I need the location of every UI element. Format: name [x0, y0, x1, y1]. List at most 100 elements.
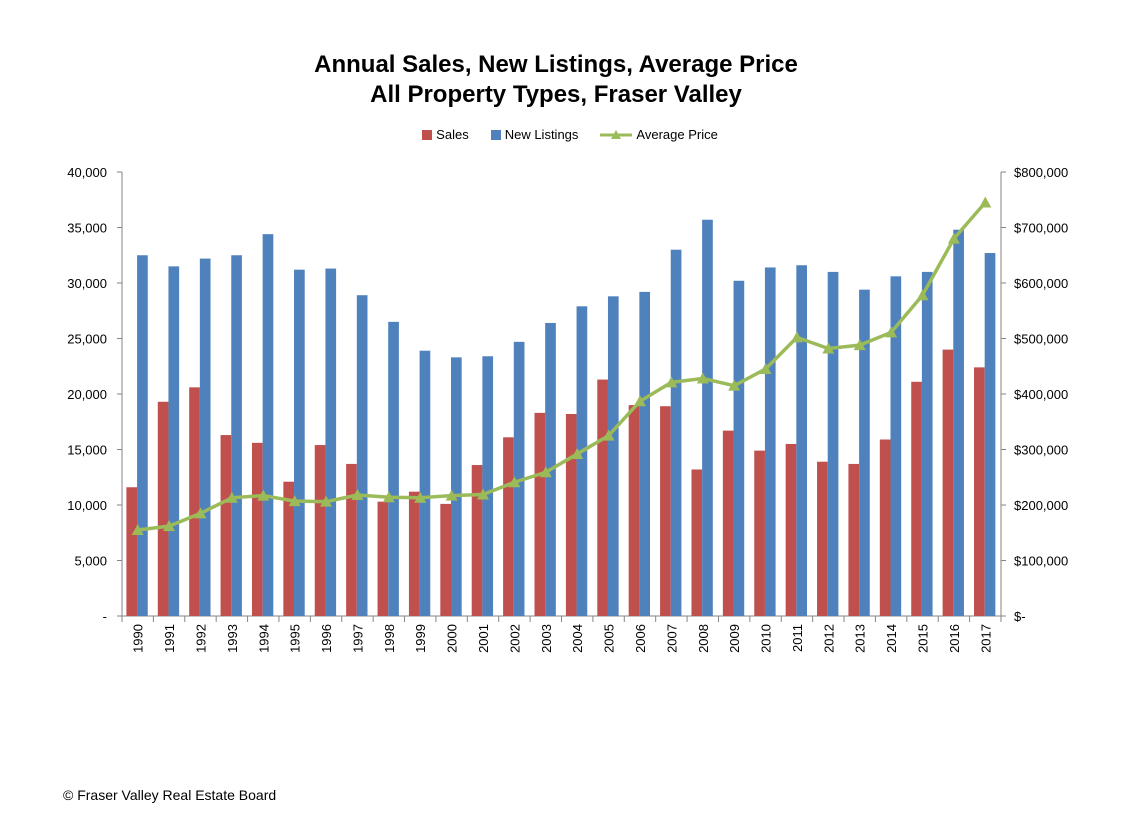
x-axis-tick-label: 2012	[821, 624, 836, 653]
average-price-point	[759, 363, 772, 375]
x-axis-tick-label: 2017	[978, 624, 993, 653]
legend-swatch-new-listings	[490, 129, 501, 140]
sales-bar	[534, 412, 546, 616]
left-axis-tick-label: 30,000	[67, 276, 107, 291]
sales-bar	[754, 450, 765, 616]
sales-bar	[220, 435, 232, 616]
x-axis-tick-label: 1994	[256, 624, 271, 653]
new-listings-bar	[607, 296, 619, 616]
new-listings-bar	[733, 280, 745, 616]
average-price-point	[225, 491, 238, 503]
average-price-point	[477, 488, 490, 500]
average-price-point	[665, 376, 678, 388]
sales-bar	[126, 487, 138, 616]
average-price-point	[414, 491, 427, 503]
x-axis-tick-label: 2002	[507, 624, 522, 653]
legend-swatch-average-price	[600, 129, 633, 139]
chart-title-block: Annual Sales, New Listings, Average Pric…	[0, 50, 1112, 110]
new-listings-bar	[294, 269, 305, 616]
chart-axes	[117, 171, 1006, 622]
left-axis-tick-label: 20,000	[67, 387, 107, 402]
new-listings-bar	[984, 253, 996, 616]
footer-copyright: © Fraser Valley Real Estate Board	[63, 787, 277, 803]
x-axis-tick-label: 2003	[539, 624, 554, 653]
x-axis-tick-label: 1990	[131, 624, 146, 653]
sales-bar	[942, 349, 954, 616]
average-price-point	[853, 339, 866, 351]
average-price-point	[445, 489, 458, 501]
average-price-point	[822, 342, 835, 354]
x-axis-tick-label: 1996	[319, 624, 334, 653]
legend-item-average-price: Average Price	[600, 127, 718, 142]
new-listings-bar	[576, 306, 588, 616]
legend-item-sales: Sales	[422, 127, 469, 142]
new-listings-bar	[231, 255, 242, 616]
average-price-point	[790, 331, 803, 343]
right-axis-tick-label: $500,000	[1014, 332, 1068, 347]
average-price-point	[382, 491, 395, 503]
legend-label-new-listings: New Listings	[504, 127, 579, 142]
chart-legend: Sales New Listings Average Price	[0, 127, 1140, 142]
average-price-point	[351, 489, 364, 501]
x-axis-tick-label: 1999	[413, 624, 428, 653]
average-price-point	[696, 372, 709, 384]
new-listings-bar	[482, 356, 494, 616]
sales-bar	[346, 463, 357, 616]
new-listings-bar	[859, 289, 870, 616]
x-axis-tick-label: 2008	[696, 624, 711, 653]
new-listings-bar	[670, 249, 682, 616]
legend-item-new-listings: New Listings	[490, 127, 579, 142]
sales-bar	[597, 379, 608, 616]
sales-bar	[628, 405, 640, 616]
new-listings-bar	[137, 255, 148, 616]
new-listings-bar	[168, 266, 180, 616]
x-axis-tick-label: 2005	[602, 624, 617, 653]
x-axis-tick-label: 2011	[790, 624, 805, 652]
sales-bar	[283, 481, 295, 616]
left-axis-tick-label: 40,000	[67, 165, 107, 180]
x-axis-tick-label: 1992	[193, 624, 208, 653]
chart-tick-labels: - 5,000 10,000 15,000 20,000 25,000 30,000 35,0…	[67, 165, 1068, 653]
sales-bar	[471, 465, 483, 616]
x-axis-tick-label: 2007	[664, 624, 679, 653]
x-axis-tick-label: 2010	[759, 624, 774, 653]
legend-swatch-sales	[422, 129, 433, 140]
sales-bars	[126, 349, 985, 616]
x-axis-tick-label: 2001	[476, 624, 491, 653]
average-price-polyline	[137, 201, 987, 532]
chart-subtitle: All Property Types, Fraser Valley	[370, 81, 742, 108]
new-listings-bar	[450, 357, 462, 616]
average-price-point	[633, 395, 646, 407]
new-listings-bar	[356, 295, 368, 616]
right-axis-tick-label: $400,000	[1014, 387, 1068, 402]
sales-bar	[974, 367, 985, 616]
left-axis-tick-label: 5,000	[74, 554, 107, 569]
right-axis-tick-label: $700,000	[1014, 221, 1068, 236]
new-listings-bar	[796, 265, 807, 616]
average-price-point	[885, 326, 898, 338]
new-listings-bar	[764, 267, 776, 616]
average-price-point	[257, 489, 270, 501]
average-price-point	[602, 429, 615, 441]
new-listings-bar	[890, 276, 902, 616]
chart-title: Annual Sales, New Listings, Average Pric…	[314, 51, 798, 78]
new-listings-bar	[639, 291, 651, 616]
average-price-point	[571, 447, 584, 459]
sales-bar	[722, 430, 734, 616]
left-axis-tick-label: 35,000	[67, 221, 107, 236]
average-price-point	[163, 520, 176, 532]
average-price-point	[539, 466, 552, 478]
sales-bar	[565, 413, 577, 616]
average-price-point	[131, 523, 144, 535]
sales-bar	[785, 443, 797, 616]
sales-bar	[911, 381, 922, 616]
new-listings-bar	[262, 234, 274, 616]
average-price-point	[947, 232, 960, 244]
sales-bar	[848, 463, 860, 616]
right-axis-tick-label: $800,000	[1014, 165, 1068, 180]
average-price-point	[288, 495, 301, 507]
new-listings-bar	[827, 271, 839, 616]
x-axis-tick-label: 2016	[947, 624, 962, 653]
sales-bar	[377, 501, 389, 616]
sales-bar	[408, 491, 420, 616]
